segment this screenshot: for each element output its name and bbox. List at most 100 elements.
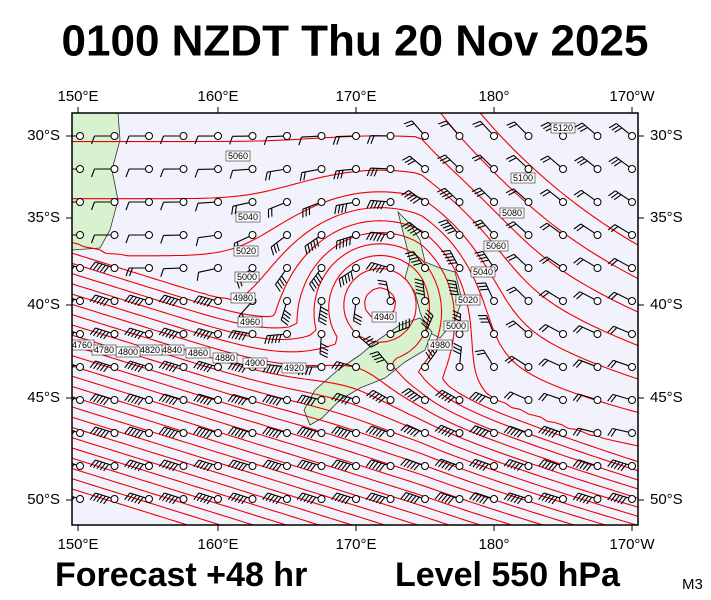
station [386,396,395,404]
wind-barb [158,393,181,406]
wind-barb [365,459,388,472]
wind-barb [89,261,112,274]
wind-barb [608,123,630,135]
station [317,462,326,470]
station [76,165,84,173]
station [283,429,291,437]
station [283,264,291,272]
station [145,297,153,305]
wind-barb [436,187,458,201]
station [214,264,222,272]
wind-barb [538,425,560,438]
station [628,495,636,503]
contour-label-box [483,240,509,252]
station [524,264,533,272]
station [110,132,119,140]
wind-barb [309,270,324,292]
wind-barb [195,234,215,247]
wind-barb [366,231,388,242]
station [421,264,429,272]
wind-barb [124,426,146,439]
wind-barb [89,426,112,439]
model-label: M3 [682,576,703,593]
wind-barb [369,351,389,365]
wind-barb [262,364,284,375]
station [352,462,360,470]
wind-barb [366,167,388,177]
title: 0100 NZDT Thu 20 Nov 2025 [62,17,649,66]
wind-barb [124,327,146,340]
wind-barb [572,459,595,472]
station [421,462,429,470]
station [628,330,636,338]
contour-line [72,324,638,508]
station [76,462,84,470]
station [628,231,636,239]
station [628,165,636,173]
wind-barb [538,459,560,472]
wind-barb [158,492,181,505]
station [317,363,326,371]
contour-label: 5120 [553,123,573,133]
wind-barb [405,251,424,266]
wind-barb [90,234,111,244]
station [455,231,464,239]
wind-barb [193,492,215,505]
station [352,297,360,305]
station [524,462,533,470]
station [248,264,257,272]
wind-barb [89,294,112,307]
lat-label-left: 45°S [27,389,60,406]
station [421,297,429,305]
station [283,297,291,305]
contour-label-box [72,339,95,351]
wind-barb [377,279,391,298]
contour-label: 4800 [118,347,138,357]
station [352,132,360,140]
station [386,330,395,338]
station [386,297,395,305]
wind-barb [228,330,250,341]
wind-barb [474,349,493,365]
station [76,132,84,140]
station [593,297,602,305]
wind-barb [196,268,215,281]
station [593,264,602,272]
station [352,198,360,206]
wind-barb [299,169,319,182]
wind-barb [503,391,526,400]
wind-barb [366,135,388,144]
wind-barb [402,155,423,168]
wind-barb [434,492,457,505]
contour-label-box [550,122,576,134]
station [386,429,395,437]
station [455,495,464,503]
station [524,198,533,206]
wind-barb [227,459,250,472]
station [455,363,464,371]
wind-barb [334,202,353,215]
station [248,165,257,173]
wind-barb [296,492,319,505]
wind-barb [414,278,426,298]
wind-barb [365,261,388,274]
station [559,462,567,470]
contour-label-box [237,316,263,328]
station [559,363,567,371]
station [455,264,464,272]
wind-barb [160,267,181,277]
station [421,165,429,173]
contour-label-box [371,311,397,323]
wind-barb [506,121,527,134]
wind-barb [607,224,630,234]
wind-barb [358,335,379,348]
station [421,495,429,503]
wind-barb [264,333,284,345]
contour-label-box [427,339,453,351]
station [283,330,291,338]
station [490,132,498,140]
level-label: Level 550 hPa [395,556,621,594]
station [110,297,119,305]
station [524,132,533,140]
wind-barb [124,393,146,406]
